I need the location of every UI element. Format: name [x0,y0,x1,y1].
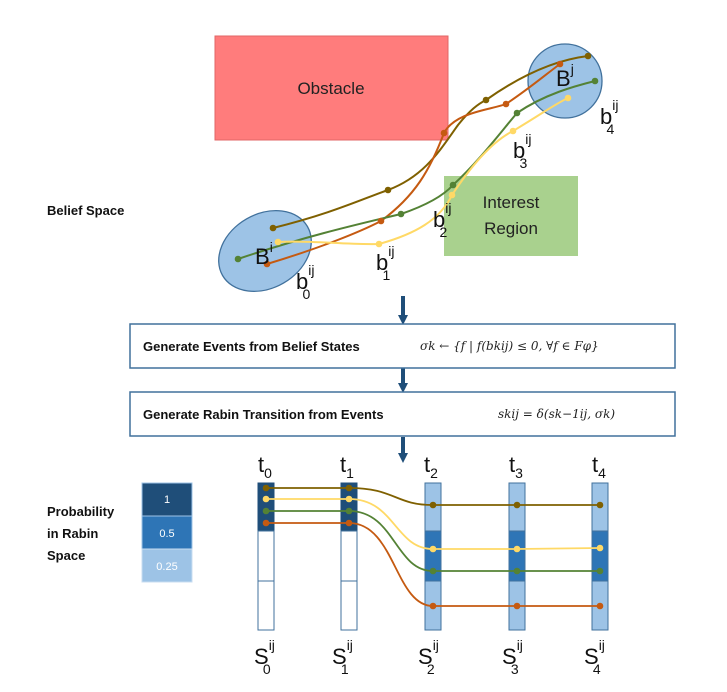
rdot-brown-0 [262,484,270,492]
dot-orange-3 [502,100,510,108]
rdot-brown-3 [513,501,521,509]
rabin-column-0 [257,482,275,631]
interest-label-line2: Region [484,219,538,238]
t-label-2: t2 [424,452,438,481]
rdot-orange-4 [596,602,604,610]
obstacle-label: Obstacle [297,79,364,98]
b-label-2: bij 2 [433,200,451,240]
rabin-column-2 [424,482,442,631]
prob-label-line1: Probability [47,504,115,519]
dot-brown-1 [384,186,392,194]
dot-brown-3 [584,52,592,60]
dot-brown-2 [482,96,490,104]
rabin-transitions [262,484,604,610]
s-label-2: Sij 2 [418,637,439,677]
dot-green-1 [397,210,405,218]
dot-green-3 [513,109,521,117]
rdot-orange-1 [345,519,353,527]
legend-box-high [141,482,193,517]
step-box-rabin [129,391,676,437]
dot-yellow-4 [564,94,572,102]
dot-yellow-2 [448,191,456,199]
dot-green-2 [449,181,457,189]
b-label-0: bij 0 [296,262,314,302]
dot-green-4 [591,77,599,85]
interest-region [444,176,578,256]
rdot-yellow-1 [345,495,353,503]
rdot-yellow-4 [596,544,604,552]
t-label-3: t3 [509,452,523,481]
t-label-0: t0 [258,452,272,481]
b-label-3: bij 3 [513,131,531,171]
s-label-3: Sij 3 [502,637,523,677]
cell-1-1 [340,530,358,582]
rdot-brown-1 [345,484,353,492]
events-formula: σk ← {f | f(bkij) ≤ 0, ∀f ∈ Fφ} [420,339,599,353]
s-label-0: Sij 0 [254,637,275,677]
events-text: Generate Events from Belief States [143,339,360,354]
rdot-green-1 [345,507,353,515]
belief-start-label: Bi [255,239,273,269]
dot-green-0 [234,255,242,263]
dot-yellow-0 [274,238,282,246]
obstacle-region [214,35,449,141]
dot-orange-2 [440,129,448,137]
rdot-brown-4 [596,501,604,509]
legend-value-mid: 0.5 [159,528,174,540]
step-box-events [129,323,676,369]
rdot-yellow-0 [262,495,270,503]
prob-label-line3: Space [47,548,85,563]
dot-yellow-3 [509,127,517,135]
s-label-1: Sij 1 [332,637,353,677]
cell-0-1 [257,530,275,582]
belief-trajectories [234,52,599,268]
trajectory-brown [272,55,589,229]
rdot-brown-2 [429,501,437,509]
rdot-orange-3 [513,602,521,610]
rabin-column-1 [340,482,358,631]
rdot-green-2 [429,567,437,575]
b-label-1: bij 1 [376,243,394,283]
rdot-green-3 [513,567,521,575]
belief-goal-label: Bj [556,61,574,91]
dot-brown-0 [269,224,277,232]
belief-ellipse-goal [527,43,603,119]
dot-orange-1 [377,217,385,225]
rdot-orange-2 [429,602,437,610]
t-label-1: t1 [340,452,354,481]
rabin-formula: skij = δ(sk−1ij, σk) [498,407,615,421]
b-label-4: bij 4 [600,97,618,137]
legend-box-mid [141,515,193,550]
rdot-green-0 [262,507,270,515]
belief-space-label: Belief Space [47,203,124,218]
legend-box-low [141,548,193,583]
legend-value-high: 1 [164,494,170,506]
rabin-text: Generate Rabin Transition from Events [143,407,384,422]
prob-label-line2: in Rabin [47,526,98,541]
interest-label-line1: Interest [483,193,540,212]
cell-1-2 [340,580,358,631]
cell-0-2 [257,580,275,631]
dot-yellow-1 [375,240,383,248]
dot-orange-4 [556,60,564,68]
rdot-green-4 [596,567,604,575]
t-label-4: t4 [592,452,606,481]
trajectory-orange [266,63,561,265]
rdot-yellow-2 [429,545,437,553]
dot-orange-0 [263,260,271,268]
rdot-orange-0 [262,519,270,527]
s-label-4: Sij 4 [584,637,605,677]
rdot-yellow-3 [513,545,521,553]
legend-value-low: 0.25 [156,561,177,573]
